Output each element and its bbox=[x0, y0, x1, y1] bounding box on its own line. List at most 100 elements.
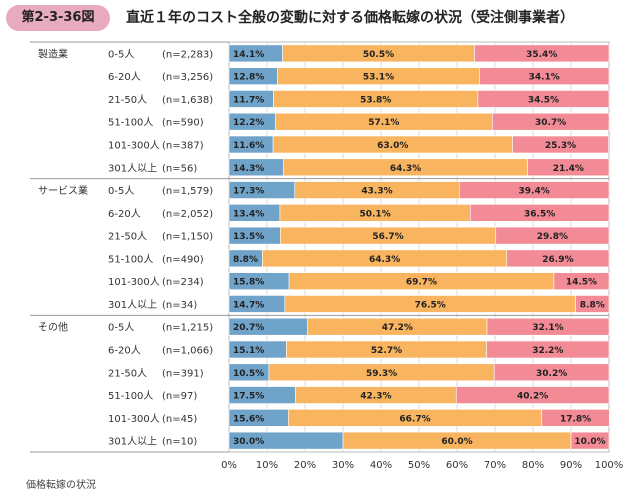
size-label: 51-100人 bbox=[108, 117, 153, 129]
bar-segment bbox=[493, 363, 610, 382]
data-label: 14.1% bbox=[233, 50, 264, 60]
n-label: (n=391) bbox=[162, 368, 204, 379]
n-label: (n=34) bbox=[162, 300, 197, 311]
data-label: 47.2% bbox=[382, 323, 413, 333]
size-label: 6-20人 bbox=[108, 345, 141, 357]
data-label: 15.1% bbox=[233, 346, 264, 356]
size-label: 101-300人 bbox=[108, 140, 160, 152]
bar-segment bbox=[575, 295, 610, 313]
data-label: 39.4% bbox=[519, 187, 550, 197]
n-label: (n=490) bbox=[162, 254, 204, 265]
size-label: 21-50人 bbox=[108, 94, 147, 106]
data-label: 40.2% bbox=[517, 392, 548, 402]
x-tick-label: 70% bbox=[484, 460, 506, 471]
n-label: (n=234) bbox=[162, 277, 204, 288]
bar-segment bbox=[479, 67, 610, 85]
n-label: (n=1,579) bbox=[162, 186, 213, 197]
data-label: 60.0% bbox=[441, 437, 472, 447]
x-tick-label: 90% bbox=[560, 460, 582, 471]
size-label: 101-300人 bbox=[108, 413, 160, 425]
bar-segment bbox=[553, 272, 610, 290]
figure-number-badge: 第2-3-36図 bbox=[6, 5, 110, 31]
data-label: 76.5% bbox=[415, 300, 446, 310]
data-label: 50.5% bbox=[363, 50, 394, 60]
data-label: 59.3% bbox=[366, 369, 397, 379]
data-label: 56.7% bbox=[372, 232, 403, 242]
n-label: (n=10) bbox=[162, 437, 197, 448]
size-label: 301人以上 bbox=[108, 436, 157, 448]
data-label: 32.2% bbox=[532, 346, 563, 356]
n-label: (n=590) bbox=[162, 118, 204, 129]
data-label: 15.6% bbox=[233, 414, 264, 424]
data-label: 14.3% bbox=[233, 164, 264, 174]
bar-segment bbox=[469, 204, 610, 222]
data-label: 14.7% bbox=[233, 300, 264, 310]
size-label: 0-5人 bbox=[108, 48, 134, 60]
data-label: 17.5% bbox=[233, 392, 264, 402]
size-label: 21-50人 bbox=[108, 367, 147, 379]
x-tick-label: 40% bbox=[370, 460, 392, 471]
data-label: 63.0% bbox=[377, 141, 408, 151]
data-label: 36.5% bbox=[524, 209, 555, 219]
n-label: (n=56) bbox=[162, 163, 197, 174]
bar-segment bbox=[541, 409, 610, 427]
data-label: 35.4% bbox=[526, 50, 557, 60]
data-label: 29.8% bbox=[537, 232, 568, 242]
data-label: 53.1% bbox=[363, 73, 394, 83]
group-label: サービス業 bbox=[38, 184, 88, 197]
x-tick-label: 60% bbox=[446, 460, 468, 471]
x-tick-label: 50% bbox=[408, 460, 430, 471]
figure-title: 直近１年のコスト全般の変動に対する価格転嫁の状況（受注側事業者） bbox=[126, 10, 574, 26]
x-tick-label: 20% bbox=[294, 460, 316, 471]
bar-segment bbox=[512, 135, 609, 154]
n-label: (n=1,066) bbox=[162, 346, 213, 357]
data-label: 13.5% bbox=[233, 232, 264, 242]
data-label: 32.1% bbox=[532, 323, 563, 333]
bar-segment bbox=[506, 249, 610, 268]
group-label: 製造業 bbox=[38, 47, 68, 60]
bar-segment bbox=[492, 112, 610, 131]
size-label: 0-5人 bbox=[108, 322, 134, 334]
data-label: 21.4% bbox=[553, 164, 584, 174]
data-label: 11.6% bbox=[233, 141, 264, 151]
bar-segment bbox=[495, 226, 610, 245]
data-label: 17.8% bbox=[560, 414, 591, 424]
n-label: (n=45) bbox=[162, 414, 197, 425]
x-tick-label: 0% bbox=[221, 460, 237, 471]
bar-segment bbox=[458, 181, 610, 199]
data-label: 64.3% bbox=[369, 255, 400, 265]
data-label: 14.5% bbox=[566, 278, 597, 288]
size-label: 101-300人 bbox=[108, 276, 160, 288]
data-label: 53.8% bbox=[360, 95, 391, 105]
size-label: 301人以上 bbox=[108, 299, 157, 311]
n-label: (n=1,215) bbox=[162, 323, 213, 334]
data-label: 66.7% bbox=[399, 414, 430, 424]
size-label: 51-100人 bbox=[108, 253, 153, 265]
data-label: 10.5% bbox=[233, 369, 264, 379]
data-label: 12.2% bbox=[233, 118, 264, 128]
bar-segment bbox=[570, 431, 610, 450]
data-label: 64.3% bbox=[390, 164, 421, 174]
n-label: (n=2,283) bbox=[162, 49, 213, 60]
data-label: 34.1% bbox=[529, 73, 560, 83]
size-label: 51-100人 bbox=[108, 390, 153, 402]
x-tick-label: 100% bbox=[595, 460, 624, 471]
figure-header: 第2-3-36図 直近１年のコスト全般の変動に対する価格転嫁の状況（受注側事業者… bbox=[0, 0, 640, 36]
data-label: 30.7% bbox=[535, 118, 566, 128]
group-label: その他 bbox=[38, 321, 68, 334]
n-label: (n=3,256) bbox=[162, 72, 213, 83]
x-tick-label: 30% bbox=[332, 460, 354, 471]
size-label: 301人以上 bbox=[108, 162, 157, 174]
data-label: 8.8% bbox=[580, 300, 605, 310]
bar-segment bbox=[486, 340, 610, 359]
data-label: 57.1% bbox=[368, 118, 399, 128]
n-label: (n=1,150) bbox=[162, 232, 213, 243]
data-label: 50.1% bbox=[359, 209, 390, 219]
data-label: 11.7% bbox=[233, 95, 264, 105]
x-tick-label: 80% bbox=[522, 460, 544, 471]
data-label: 42.3% bbox=[360, 392, 391, 402]
n-label: (n=97) bbox=[162, 391, 197, 402]
bar-segment bbox=[486, 317, 610, 336]
data-label: 26.9% bbox=[542, 255, 573, 265]
